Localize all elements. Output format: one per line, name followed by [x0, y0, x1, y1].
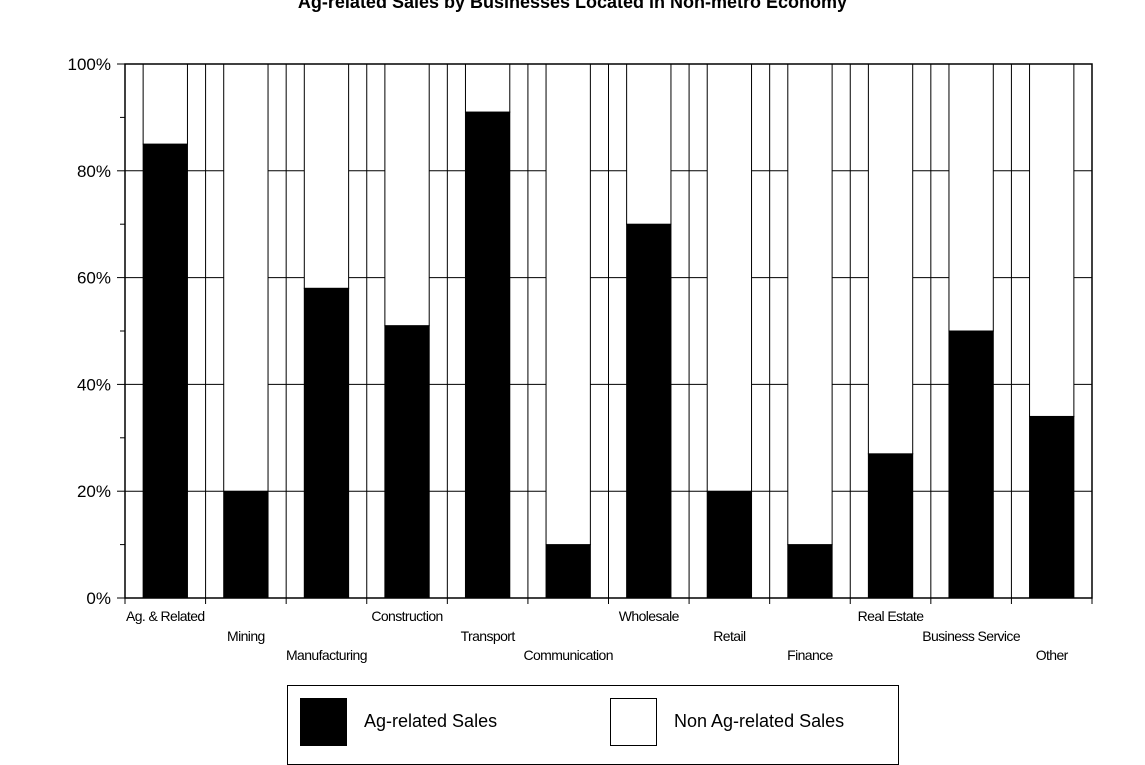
x-category-label: Transport	[461, 628, 516, 644]
chart-title: Ag-related Sales by Businesses Located i…	[297, 0, 848, 12]
plot-frame	[124, 63, 1093, 599]
bar-ag-related	[303, 287, 350, 599]
x-category-label: Manufacturing	[286, 647, 367, 663]
bar-non-ag-related	[1029, 63, 1075, 417]
bar-ag-related	[384, 325, 430, 599]
bar-non-ag-related	[384, 63, 430, 327]
bar-ag-related	[787, 544, 833, 599]
x-category-label: Real Estate	[858, 608, 925, 624]
bar-ag-related	[626, 223, 672, 599]
bar-non-ag-related	[142, 63, 188, 145]
x-category-label: Other	[1036, 647, 1069, 663]
y-tick-label: 0%	[86, 589, 111, 608]
legend-label-non-ag: Non Ag-related Sales	[674, 711, 845, 731]
x-category-label: Construction	[371, 608, 442, 624]
x-category-label: Communication	[523, 647, 612, 663]
x-category-label: Finance	[787, 647, 833, 663]
y-tick-label: 60%	[77, 269, 111, 288]
bar-non-ag-related	[867, 63, 914, 455]
legend-label-ag: Ag-related Sales	[364, 711, 498, 731]
bar-ag-related	[464, 111, 511, 599]
legend: Ag-related Sales Non Ag-related Sales	[287, 685, 899, 765]
legend-swatch-ag	[300, 698, 347, 746]
x-category-label: Mining	[227, 628, 265, 644]
bar-non-ag-related	[626, 63, 672, 225]
bar-ag-related	[545, 544, 591, 599]
bar-non-ag-related	[706, 63, 753, 492]
bar-non-ag-related	[303, 63, 350, 289]
y-tick-label: 80%	[77, 162, 111, 181]
y-tick-label: 20%	[77, 482, 111, 501]
bar-non-ag-related	[223, 63, 269, 492]
x-category-label: Wholesale	[619, 608, 680, 624]
x-category-label: Ag. & Related	[126, 608, 205, 624]
y-tick-label: 100%	[68, 55, 111, 74]
bar-ag-related	[142, 143, 188, 599]
bar-non-ag-related	[545, 63, 591, 546]
bar-non-ag-related	[948, 63, 994, 332]
y-tick-label: 40%	[77, 375, 111, 394]
bar-ag-related	[867, 453, 914, 599]
bar-non-ag-related	[787, 63, 833, 546]
legend-swatch-non-ag	[610, 698, 657, 746]
x-category-label: Business Service	[922, 628, 1021, 644]
bar-ag-related	[706, 490, 753, 599]
bar-ag-related	[948, 330, 994, 599]
x-category-label: Retail	[713, 628, 746, 644]
bar-ag-related	[1029, 415, 1075, 599]
bar-ag-related	[223, 490, 269, 599]
bar-chart: 0% 20% 40% 60% 80% 100% Ag. & Related Mining Man…	[68, 55, 1093, 663]
bar-non-ag-related	[464, 63, 511, 113]
